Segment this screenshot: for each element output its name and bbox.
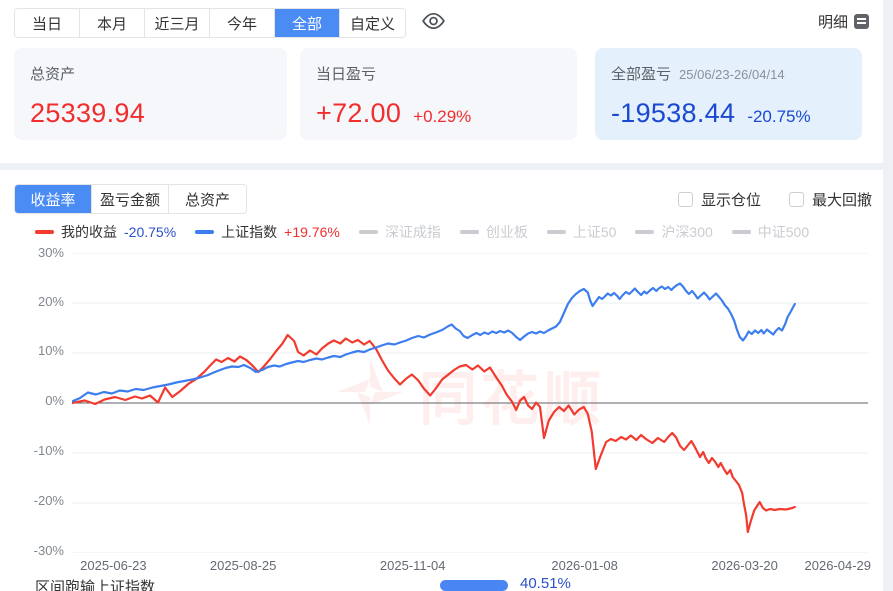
checkbox-icon [789,192,804,207]
legend-csi300[interactable]: 沪深300 [635,222,713,242]
gray-line-swatch [731,230,751,234]
max-drawdown-label: 最大回撤 [812,192,873,209]
chart-canvas [72,253,868,553]
legend-sse-index-value: +19.76% [284,224,340,240]
tab-all[interactable]: 全部 [275,9,340,37]
eye-icon [421,11,445,36]
legend-szse-index[interactable]: 深证成指 [358,222,441,242]
y-tick-20: 20% [37,294,64,309]
x-tick: 2025-08-25 [209,558,277,573]
y-tick-10: 10% [37,343,64,358]
gray-line-swatch [546,230,566,234]
tab-return-rate[interactable]: 收益率 [15,185,92,213]
x-tick: 2026-03-20 [711,558,778,573]
total-pnl-label: 全部盈亏 [611,66,672,83]
total-pnl-value: -19538.44 [611,98,736,128]
legend-my-return-label: 我的收益 [61,224,117,240]
red-line-swatch [35,230,54,234]
daily-pnl-label: 当日盈亏 [316,66,377,83]
tab-total-assets[interactable]: 总资产 [169,185,246,213]
daily-pnl-value: +72.00 [316,98,402,128]
x-tick: 2026-04-29 [804,558,872,573]
show-position-checkbox[interactable]: 显示仓位 [678,189,761,210]
detail-link[interactable]: 明细 [818,11,870,32]
total-pnl-card: 全部盈亏 25/06/23-26/04/14 -19538.44 -20.75% [595,48,862,140]
legend-chinext-label: 创业板 [485,224,528,240]
total-assets-value: 25339.94 [30,98,146,128]
benchmark-compare-bar [440,580,508,591]
y-tick-neg10: -10% [33,443,64,458]
legend-csi500-label: 中证500 [757,224,810,240]
blue-line-swatch [195,230,215,234]
tab-custom[interactable]: 自定义 [340,9,405,37]
legend-sse-index-label: 上证指数 [221,224,278,240]
checkbox-icon [678,192,693,207]
total-assets-label: 总资产 [30,66,76,83]
legend-csi500[interactable]: 中证500 [731,222,810,242]
gray-line-swatch [459,230,479,234]
max-drawdown-checkbox[interactable]: 最大回撤 [789,189,872,210]
benchmark-compare-value: 40.51% [520,575,571,591]
y-tick-neg30: -30% [33,543,64,558]
y-tick-0: 0% [45,393,64,408]
hide-amounts-toggle[interactable] [420,11,446,35]
gray-line-swatch [358,230,378,234]
x-tick: 2025-06-23 [80,558,147,573]
detail-link-label: 明细 [818,14,849,31]
list-icon [854,14,870,29]
y-tick-30: 30% [37,245,64,260]
show-position-label: 显示仓位 [701,192,762,209]
benchmark-compare-label: 区间跑输上证指数 [35,579,156,591]
legend-sse50[interactable]: 上证50 [546,222,617,242]
legend-chinext[interactable]: 创业板 [459,222,528,242]
total-pnl-date-range: 25/06/23-26/04/14 [679,67,785,82]
tab-this-month[interactable]: 本月 [80,9,145,37]
y-tick-neg20: -20% [33,493,64,508]
tab-3-months[interactable]: 近三月 [145,9,210,37]
metric-tab-group: 收益率 盈亏金额 总资产 [14,184,247,214]
legend-szse-index-label: 深证成指 [384,224,441,240]
tab-pnl-amount[interactable]: 盈亏金额 [92,185,169,213]
legend-my-return[interactable]: 我的收益 -20.75% [35,222,176,242]
legend-my-return-value: -20.75% [124,224,177,240]
period-tab-group: 当日 本月 近三月 今年 全部 自定义 [14,8,406,38]
total-pnl-percent: -20.75% [747,107,811,126]
daily-pnl-card: 当日盈亏 +72.00 +0.29% [300,48,577,140]
legend-sse50-label: 上证50 [572,224,617,240]
x-tick: 2025-11-04 [379,558,446,573]
daily-pnl-percent: +0.29% [413,107,472,126]
gray-line-swatch [635,230,655,234]
x-tick: 2026-01-08 [551,558,618,573]
legend-sse-index[interactable]: 上证指数 +19.76% [195,222,340,242]
legend-csi300-label: 沪深300 [661,224,713,240]
tab-this-year[interactable]: 今年 [210,9,275,37]
total-assets-card: 总资产 25339.94 [14,48,287,140]
chart-legend: 我的收益 -20.75% 上证指数 +19.76% 深证成指 创业板 上证50 … [35,222,809,242]
tab-today[interactable]: 当日 [15,9,80,37]
